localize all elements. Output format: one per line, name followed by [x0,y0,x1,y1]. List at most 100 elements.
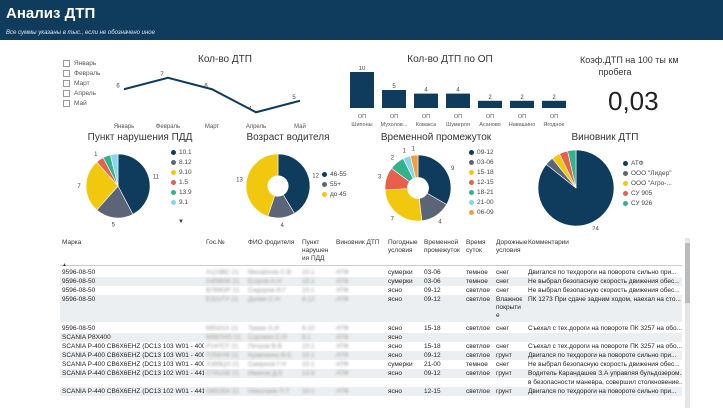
table-cell-guilty: АТФ [336,343,349,350]
pie-violation-chart[interactable]: 11 5 7 1 [66,144,176,228]
op-bar [414,93,438,108]
checkbox[interactable] [63,79,70,87]
line-chart[interactable]: Январь 6 Февраль 7 Март 6 Апрель 4 Май 5 [110,66,320,130]
column-header[interactable]: Марка [62,239,82,246]
legend-label: 10.1 [179,148,192,156]
table-row[interactable]: 9596-08-50 В789ОР 21 Сидоров И.Г 10.1 АТФ ясн… [60,286,682,295]
data-label: 7 [160,72,164,78]
legend-entry[interactable]: до 45 [322,189,347,199]
pie-age-chart[interactable]: 12 4 13 [228,144,328,228]
table-row[interactable]: SCANIA P8X400 М987НО 21 Сорокин С.И 9.1 АТФ я… [60,333,682,342]
legend-marker [469,149,474,155]
checkbox[interactable] [63,69,70,77]
month-slicer[interactable]: Январь Февраль Март Апрель Май [63,58,100,108]
table-row[interactable]: 9596-08-50 А456КМ 21 Егоров А.Н 10.1 АТФ суме… [60,277,682,286]
table-cell-weather: ясно [388,325,402,332]
legend-entry[interactable]: 55+ [322,179,347,189]
table-cell-weather: ясно [388,388,402,395]
legend-entry[interactable]: 8.12 [171,157,192,167]
column-header[interactable]: Пункт нарушен ия ПДД [302,239,329,262]
column-header[interactable]: ФИО фодителя [248,239,295,246]
column-header[interactable]: Дорожные условия [496,239,528,254]
op-bar-chart[interactable]: 10 ОП Шипоны 5 ОП Мухолов... 4 ОП Ковакса 4 ОП Шуме… [340,66,580,134]
table-cell-plate: А123ВС 21 [206,269,240,276]
legend-entry[interactable]: 09-12 [469,147,494,157]
slicer-item[interactable]: Май [63,98,100,108]
column-header[interactable]: Погодные условия [388,239,418,254]
report-header: Анализ ДТП Все суммы указаны в тыс., есл… [0,0,723,40]
table-cell-road: грунт [496,388,512,395]
pie-time-legend: 09-12 03-06 15-18 12-15 18-21 21-00 06-09 [469,147,494,217]
table-cell-period: 03-06 [424,278,441,285]
slicer-item[interactable]: Апрель [63,88,100,98]
legend-entry[interactable]: ООО "Агро-... [623,178,672,188]
table-cell-guilty: АТФ [336,269,349,276]
legend-entry[interactable]: 13.9 [171,187,192,197]
slice-value-label: 12 [312,174,319,180]
legend-entry[interactable]: 15-18 [469,167,494,177]
legend-label: СУ 905 [631,189,653,197]
pie-time-chart[interactable]: 9 4 7 3 2 1 1 [370,144,470,230]
slicer-item[interactable]: Январь [63,58,100,68]
table-cell-brand: SCANIA P8X400 [62,334,111,341]
legend-scroll-down-icon[interactable]: ▼ [178,219,184,225]
legend-entry[interactable]: 21-00 [469,197,494,207]
table-cell-plate: А456КМ 21 [206,278,240,285]
slice-value-label: 7 [391,217,395,223]
table-row[interactable]: 9596-08-50 Е321ТУ 21 Долин С.Н 8.12 АТФ ясно 0… [60,295,682,322]
slice-value-label: 4 [281,223,285,228]
table-row[interactable]: SCANIA P-440 CB6X6EHZ (DC13 102 W01 - 44… [60,369,682,378]
table-cell-road: Влажное покрыти е [496,296,522,319]
legend-entry[interactable]: 12-15 [469,177,494,187]
table-row[interactable]: в безопасности маневра, совершил столкно… [60,378,682,387]
legend-label: до 45 [330,190,347,198]
table-cell-period: 09-12 [424,370,441,377]
table-scrollbar[interactable] [685,238,690,408]
table-row[interactable]: SCANIA P-400 CB6X6EHZ (DC13 103 W01 - 40… [60,351,682,360]
slice-value-label: 3 [378,175,382,181]
table-cell-plate: Т258УФ 21 [206,352,239,359]
table-row[interactable]: SCANIA P-440 CB6X6EHZ (DC13 102 W01 - 44… [60,387,682,396]
legend-entry[interactable]: 18-21 [469,187,494,197]
table-cell-brand: SCANIA P-400 CB6X6EHZ (DC13 103 W01 - 40… [62,343,204,350]
legend-entry[interactable]: ООО "Лидер" [623,168,672,178]
table-cell-weather: ясно [388,352,402,359]
table-row[interactable]: SCANIA P-400 CB6X6EHZ (DC13 103 W01 - 40… [60,342,682,351]
column-header[interactable]: Виновник ДТП [336,239,380,246]
checkbox[interactable] [63,99,70,107]
legend-entry[interactable]: 9.1 [171,197,192,207]
table-row[interactable]: 9596-08-50 К654ХА 21 Туман А.И 9.10 АТФ ясно 1… [60,324,682,333]
legend-entry[interactable]: 46-55 [322,169,347,179]
table-cell-guilty: АТФ [336,325,349,332]
column-header[interactable]: Временной промежуток [424,239,460,254]
legend-entry[interactable]: АТФ [623,158,672,168]
table-row[interactable]: 9596-08-50 А123ВС 21 Михайлов С.В 10.1 АТФ су… [60,268,682,277]
legend-entry[interactable]: 9.10 [171,167,192,177]
slicer-item[interactable]: Март [63,78,100,88]
table-row[interactable]: SCANIA P-400 CB6X6EHZ (DC13 103 W01 - 40… [60,360,682,369]
table-cell-guilty: АТФ [336,296,349,303]
slice-value-label: 7 [77,184,81,190]
pie-slice [567,149,577,189]
sort-asc-icon[interactable]: ▲ [62,262,67,268]
legend-entry[interactable]: 10.1 [171,147,192,157]
column-header[interactable]: Комментарии [528,239,569,246]
legend-label: 8.12 [179,158,192,166]
checkbox[interactable] [63,89,70,97]
legend-label: 21-00 [477,198,494,206]
column-header[interactable]: Время суток [466,239,486,254]
scrollbar-thumb[interactable] [685,243,690,303]
x-tick-label: Апрель [246,124,266,130]
column-header[interactable]: Гос.№ [206,239,225,246]
bar-data-label: 2 [520,95,524,101]
legend-entry[interactable]: СУ 905 [623,188,672,198]
table-cell-daytime: темное [466,269,488,276]
legend-entry[interactable]: 03-06 [469,157,494,167]
legend-entry[interactable]: 1.5 [171,177,192,187]
table-cell-comment: ПК 1273 При сдаче задним ходом, наехал н… [528,296,681,303]
legend-entry[interactable]: 06-09 [469,207,494,217]
checkbox[interactable] [63,59,70,67]
pie-guilty-chart[interactable]: 24 [528,144,628,230]
slicer-item[interactable]: Февраль [63,68,100,78]
legend-entry[interactable]: СУ 926 [623,198,672,208]
